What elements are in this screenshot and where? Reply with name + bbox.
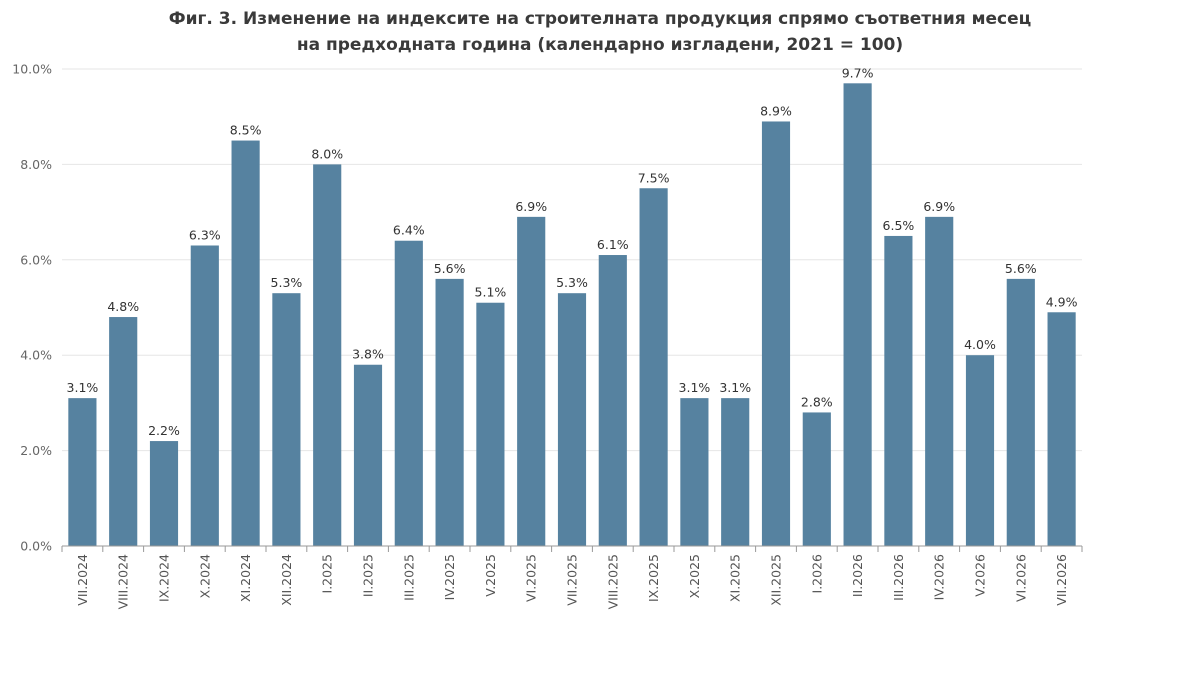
data-label: 5.1%	[475, 285, 507, 300]
bar	[557, 293, 587, 546]
x-axis: VII.2024 VIII.2024 IX.2024 X.2024 XI.2024 XII…	[61, 545, 1083, 609]
y-tick-label: 8.0%	[20, 157, 52, 172]
x-tick-label: IV.2025	[442, 554, 457, 600]
chart-title: Фиг. 3. Изменение на индексите на строит…	[0, 6, 1200, 58]
x-tick-label: IX.2025	[646, 554, 661, 602]
x-tick-label: I.2026	[809, 554, 824, 594]
data-label: 4.0%	[964, 337, 996, 352]
x-tick-label: XII.2025	[769, 554, 784, 606]
bar	[394, 240, 423, 546]
x-tick-label: III.2025	[401, 554, 416, 601]
x-tick-label: VII.2026	[1054, 554, 1069, 606]
data-label: 2.2%	[148, 423, 180, 438]
data-label: 2.8%	[801, 394, 833, 409]
bar	[476, 302, 505, 546]
data-label: 5.6%	[1005, 261, 1037, 276]
data-label: 6.9%	[923, 199, 955, 214]
bar	[884, 235, 913, 546]
bar	[761, 121, 791, 546]
bar	[639, 188, 668, 546]
bar	[721, 398, 750, 546]
x-tick-label: VIII.2025	[605, 554, 620, 609]
x-tick-label: V.2025	[483, 554, 498, 597]
x-tick-label: III.2026	[891, 554, 906, 601]
bar	[109, 317, 138, 546]
x-tick-label: XII.2024	[279, 554, 294, 606]
x-tick-label: VI.2026	[1013, 554, 1028, 602]
data-label: 3.1%	[679, 380, 711, 395]
data-label: 6.4%	[393, 223, 425, 238]
bar	[353, 364, 383, 546]
bar	[965, 355, 995, 546]
y-tick-label: 0.0%	[20, 539, 52, 554]
bars	[68, 83, 1076, 547]
x-tick-label: IV.2026	[932, 554, 947, 600]
x-tick-label: IX.2024	[157, 554, 172, 602]
x-tick-label: VII.2024	[75, 554, 90, 606]
data-label: 8.0%	[311, 146, 343, 161]
bar	[231, 140, 260, 547]
y-axis: 0.0% 2.0% 4.0% 6.0% 8.0% 10.0%	[12, 62, 52, 554]
data-label: 9.7%	[842, 65, 874, 80]
bar	[517, 216, 546, 546]
x-tick-label: X.2025	[687, 554, 702, 598]
x-tick-label: II.2025	[361, 554, 376, 597]
data-label: 8.5%	[230, 123, 262, 138]
x-tick-label: V.2026	[973, 554, 988, 597]
x-tick-label: X.2024	[197, 554, 212, 598]
data-label: 5.6%	[434, 261, 466, 276]
chart-title-line-2: на предходната година (календарно изглад…	[296, 35, 904, 55]
data-label: 3.1%	[67, 380, 99, 395]
bar	[68, 398, 97, 546]
data-label: 3.8%	[352, 347, 384, 362]
x-tick-label: VIII.2024	[116, 554, 131, 609]
data-label: 6.1%	[597, 237, 629, 252]
bar	[598, 255, 627, 546]
y-tick-label: 6.0%	[20, 252, 52, 267]
bar	[313, 164, 342, 546]
bar	[680, 398, 709, 546]
bar	[190, 245, 219, 547]
y-tick-label: 10.0%	[12, 62, 52, 77]
bar	[802, 412, 831, 546]
bar	[435, 278, 464, 546]
x-tick-label: XI.2024	[238, 554, 253, 602]
data-label: 6.5%	[883, 218, 915, 233]
data-label: 8.9%	[760, 103, 792, 118]
y-tick-label: 2.0%	[20, 443, 52, 458]
bar	[1006, 278, 1035, 546]
data-label: 6.3%	[189, 227, 221, 242]
bar	[843, 83, 872, 546]
data-label: 7.5%	[638, 170, 670, 185]
data-label: 4.9%	[1046, 294, 1078, 309]
data-label: 4.8%	[107, 299, 139, 314]
chart-title-line-1: Фиг. 3. Изменение на индексите на строит…	[168, 9, 1032, 29]
x-tick-label: II.2026	[850, 554, 865, 597]
data-labels: 3.1% 4.8% 2.2% 6.3% 8.5% 5.3% 8.0% 3.8% 6.4% 5.6%…	[67, 65, 1078, 438]
bar	[272, 293, 301, 546]
x-tick-label: VII.2025	[565, 554, 580, 606]
x-tick-label: VI.2025	[524, 554, 539, 602]
bar	[925, 216, 954, 546]
x-tick-label: I.2025	[320, 554, 335, 593]
y-tick-label: 4.0%	[20, 348, 52, 363]
data-label: 3.1%	[719, 380, 751, 395]
x-tick-label: XI.2025	[728, 554, 743, 602]
data-label: 6.9%	[515, 199, 547, 214]
bar	[149, 441, 179, 546]
bar	[1047, 312, 1076, 546]
data-label: 5.3%	[556, 275, 588, 290]
data-label: 5.3%	[271, 275, 303, 290]
